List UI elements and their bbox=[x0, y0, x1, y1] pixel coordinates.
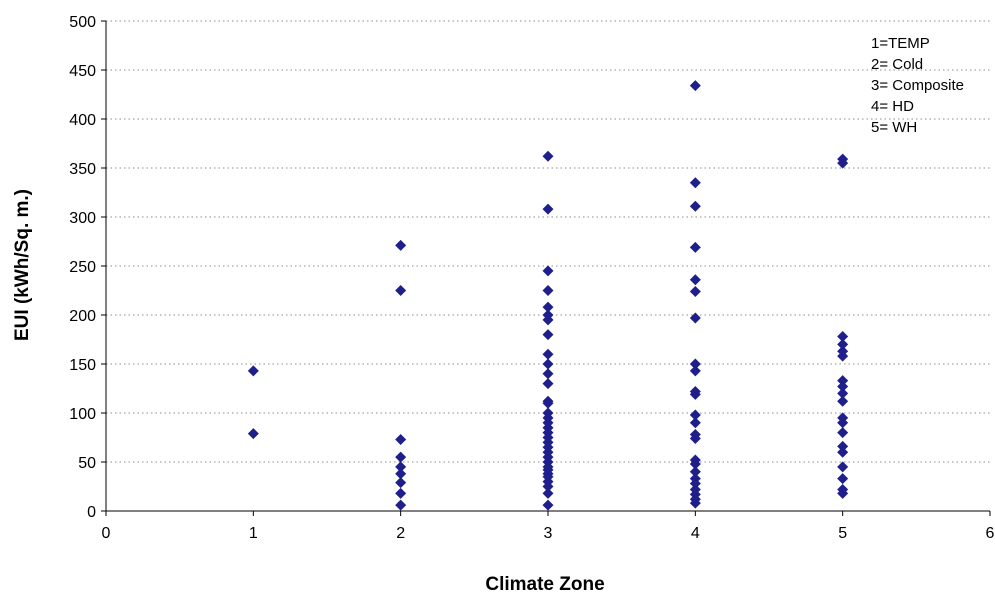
y-tick-label-9: 450 bbox=[69, 63, 96, 80]
x-tick-labels: 0 1 2 3 4 5 6 bbox=[102, 525, 995, 542]
data-point-0-12 bbox=[542, 203, 554, 215]
data-point-0-20 bbox=[542, 358, 554, 370]
data-point-0-19 bbox=[542, 348, 554, 360]
data-point-0-61 bbox=[689, 466, 701, 478]
data-point-0-3 bbox=[395, 285, 407, 296]
data-point-0-8 bbox=[395, 477, 407, 489]
y-tick-label-4: 200 bbox=[69, 308, 96, 325]
data-point-0-46 bbox=[689, 200, 701, 212]
data-point-0-56 bbox=[689, 417, 701, 429]
legend: 1=TEMP 2= Cold 3= Composite 4= HD 5= WH bbox=[871, 35, 964, 136]
y-tick-label-10: 500 bbox=[69, 14, 96, 31]
y-tick-label-1: 50 bbox=[78, 455, 96, 472]
data-point-0-6 bbox=[395, 461, 407, 473]
data-point-0-52 bbox=[689, 365, 701, 377]
data-point-0-81 bbox=[837, 440, 849, 452]
data-point-0-60 bbox=[689, 458, 701, 470]
y-tick-label-3: 150 bbox=[69, 357, 96, 374]
data-point-0-83 bbox=[837, 461, 849, 473]
data-point-0-45 bbox=[689, 177, 701, 189]
data-point-0-24 bbox=[542, 397, 554, 409]
x-axis-title: Climate Zone bbox=[485, 574, 604, 595]
data-point-0-77 bbox=[837, 395, 849, 407]
data-point-0-55 bbox=[689, 409, 701, 421]
x-tick-label-6: 6 bbox=[986, 525, 995, 542]
data-point-0-82 bbox=[837, 446, 849, 458]
data-point-0-54 bbox=[689, 388, 701, 400]
data-point-0-41 bbox=[542, 481, 554, 492]
data-point-0-63 bbox=[689, 478, 701, 490]
y-tick-labels: 0 50 100 150 200 250 300 350 400 450 500 bbox=[69, 14, 96, 521]
data-point-0-5 bbox=[395, 451, 407, 463]
data-point-0-21 bbox=[542, 368, 554, 380]
data-point-0-47 bbox=[689, 241, 701, 253]
y-tick-label-7: 350 bbox=[69, 161, 96, 178]
legend-entry-1: 1=TEMP bbox=[871, 35, 930, 52]
data-point-0-79 bbox=[837, 417, 849, 429]
data-point-0-48 bbox=[689, 274, 701, 286]
x-tick-label-4: 4 bbox=[691, 525, 700, 542]
data-points bbox=[247, 80, 849, 511]
y-tick-label-5: 250 bbox=[69, 259, 96, 276]
data-point-0-1 bbox=[247, 428, 259, 440]
data-point-0-42 bbox=[542, 487, 554, 499]
data-point-0-51 bbox=[689, 358, 701, 370]
data-point-0-4 bbox=[395, 433, 407, 445]
axes bbox=[101, 20, 991, 516]
data-point-0-13 bbox=[542, 265, 554, 277]
data-point-0-17 bbox=[542, 314, 554, 326]
y-tick-label-0: 0 bbox=[87, 504, 96, 521]
x-tick-label-1: 1 bbox=[249, 525, 258, 542]
legend-entry-3: 3= Composite bbox=[871, 77, 964, 94]
data-point-0-76 bbox=[837, 387, 849, 399]
x-tick-label-0: 0 bbox=[102, 525, 111, 542]
y-tick-label-2: 100 bbox=[69, 406, 96, 423]
data-point-0-58 bbox=[689, 432, 701, 444]
data-point-0-84 bbox=[837, 473, 849, 485]
data-point-0-2 bbox=[395, 239, 407, 251]
data-point-0-15 bbox=[542, 301, 554, 313]
data-point-0-10 bbox=[395, 499, 407, 511]
data-point-0-18 bbox=[542, 329, 554, 341]
data-point-0-43 bbox=[542, 499, 554, 511]
y-axis-title: EUI (kWh/Sq. m.) bbox=[12, 189, 33, 341]
y-tick-label-8: 400 bbox=[69, 112, 96, 129]
data-point-0-71 bbox=[837, 338, 849, 350]
data-point-0-7 bbox=[395, 468, 407, 480]
data-point-0-49 bbox=[689, 285, 701, 297]
data-point-0-11 bbox=[542, 150, 554, 162]
data-point-0-0 bbox=[247, 365, 259, 377]
data-point-0-80 bbox=[837, 427, 849, 439]
data-point-0-22 bbox=[542, 378, 554, 390]
x-tick-label-5: 5 bbox=[838, 525, 847, 542]
data-point-0-86 bbox=[837, 487, 849, 499]
data-point-0-73 bbox=[837, 350, 849, 362]
data-point-0-70 bbox=[837, 331, 849, 343]
legend-entry-2: 2= Cold bbox=[871, 56, 923, 73]
data-point-0-44 bbox=[689, 80, 701, 92]
x-tick-label-3: 3 bbox=[544, 525, 553, 542]
data-point-0-14 bbox=[542, 285, 554, 296]
data-point-0-69 bbox=[837, 157, 849, 169]
x-tick-label-2: 2 bbox=[396, 525, 405, 542]
data-point-0-9 bbox=[395, 487, 407, 499]
data-point-0-74 bbox=[837, 375, 849, 387]
y-tick-label-6: 300 bbox=[69, 210, 96, 227]
data-point-0-50 bbox=[689, 312, 701, 324]
legend-entry-4: 4= HD bbox=[871, 98, 914, 115]
data-point-0-75 bbox=[837, 381, 849, 393]
data-point-0-67 bbox=[689, 497, 701, 509]
legend-entry-5: 5= WH bbox=[871, 119, 917, 136]
